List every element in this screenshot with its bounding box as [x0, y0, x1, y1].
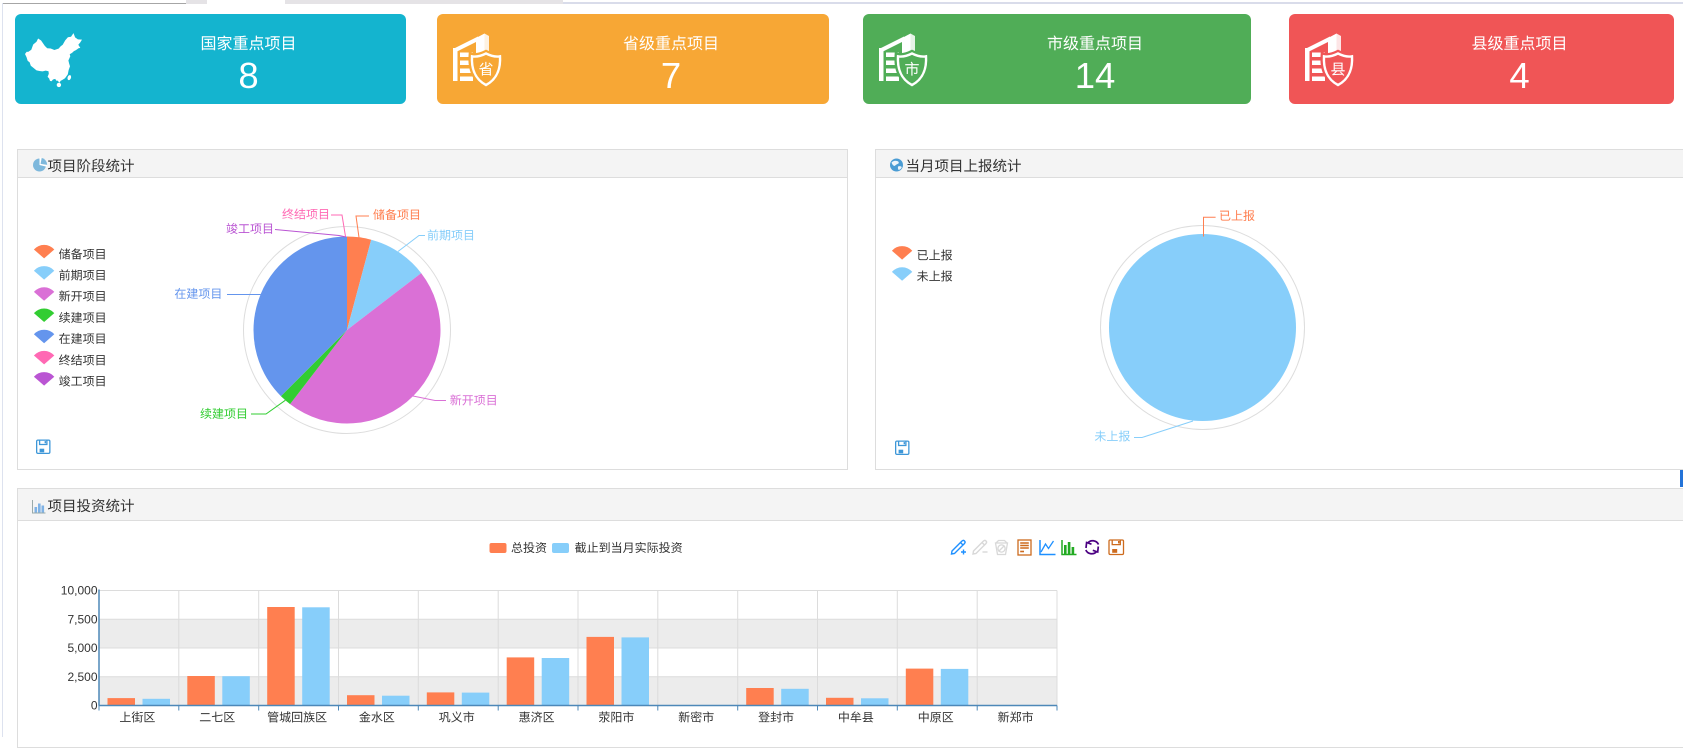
svg-text:截止到当月实际投资: 截止到当月实际投资 — [575, 539, 683, 556]
svg-text:惠济区: 惠济区 — [519, 709, 555, 726]
svg-text:5,000: 5,000 — [67, 639, 97, 656]
svg-text:竣工项目: 竣工项目 — [59, 373, 107, 390]
svg-text:中原区: 中原区 — [918, 709, 954, 726]
svg-text:县: 县 — [1330, 59, 1345, 80]
svg-text:7,500: 7,500 — [67, 610, 97, 627]
svg-text:终结项目: 终结项目 — [59, 351, 107, 368]
svg-text:中牟县: 中牟县 — [838, 709, 874, 726]
svg-text:未上报: 未上报 — [1094, 427, 1130, 444]
svg-text:竣工项目: 竣工项目 — [226, 220, 274, 237]
svg-text:10,000: 10,000 — [61, 582, 98, 599]
svg-text:前期项目: 前期项目 — [59, 267, 107, 284]
svg-text:储备项目: 储备项目 — [59, 245, 107, 262]
svg-text:2,500: 2,500 — [67, 668, 97, 685]
svg-text:新开项目: 新开项目 — [59, 288, 107, 305]
svg-text:荥阳市: 荥阳市 — [598, 709, 634, 726]
svg-text:新密市: 新密市 — [678, 709, 714, 726]
svg-text:巩义市: 巩义市 — [439, 709, 475, 726]
svg-text:终结项目: 终结项目 — [282, 205, 330, 222]
svg-text:上街区: 上街区 — [119, 709, 155, 726]
svg-text:金水区: 金水区 — [359, 709, 395, 726]
svg-text:二七区: 二七区 — [199, 709, 235, 726]
svg-text:管城回族区: 管城回族区 — [267, 709, 327, 726]
svg-text:已上报: 已上报 — [1219, 207, 1255, 224]
svg-text:总投资: 总投资 — [511, 539, 547, 556]
svg-text:在建项目: 在建项目 — [174, 285, 222, 302]
svg-text:续建项目: 续建项目 — [200, 405, 248, 422]
svg-text:新开项目: 新开项目 — [450, 392, 498, 409]
svg-text:省: 省 — [478, 59, 493, 80]
svg-text:登封市: 登封市 — [758, 709, 794, 726]
svg-text:已上报: 已上报 — [917, 247, 953, 264]
svg-text:前期项目: 前期项目 — [427, 227, 475, 244]
svg-text:储备项目: 储备项目 — [373, 206, 421, 223]
svg-text:市: 市 — [904, 59, 919, 80]
svg-text:在建项目: 在建项目 — [59, 330, 107, 347]
svg-text:未上报: 未上报 — [917, 268, 953, 285]
svg-text:0: 0 — [91, 697, 98, 714]
svg-text:新郑市: 新郑市 — [998, 709, 1034, 726]
svg-text:续建项目: 续建项目 — [59, 309, 107, 326]
